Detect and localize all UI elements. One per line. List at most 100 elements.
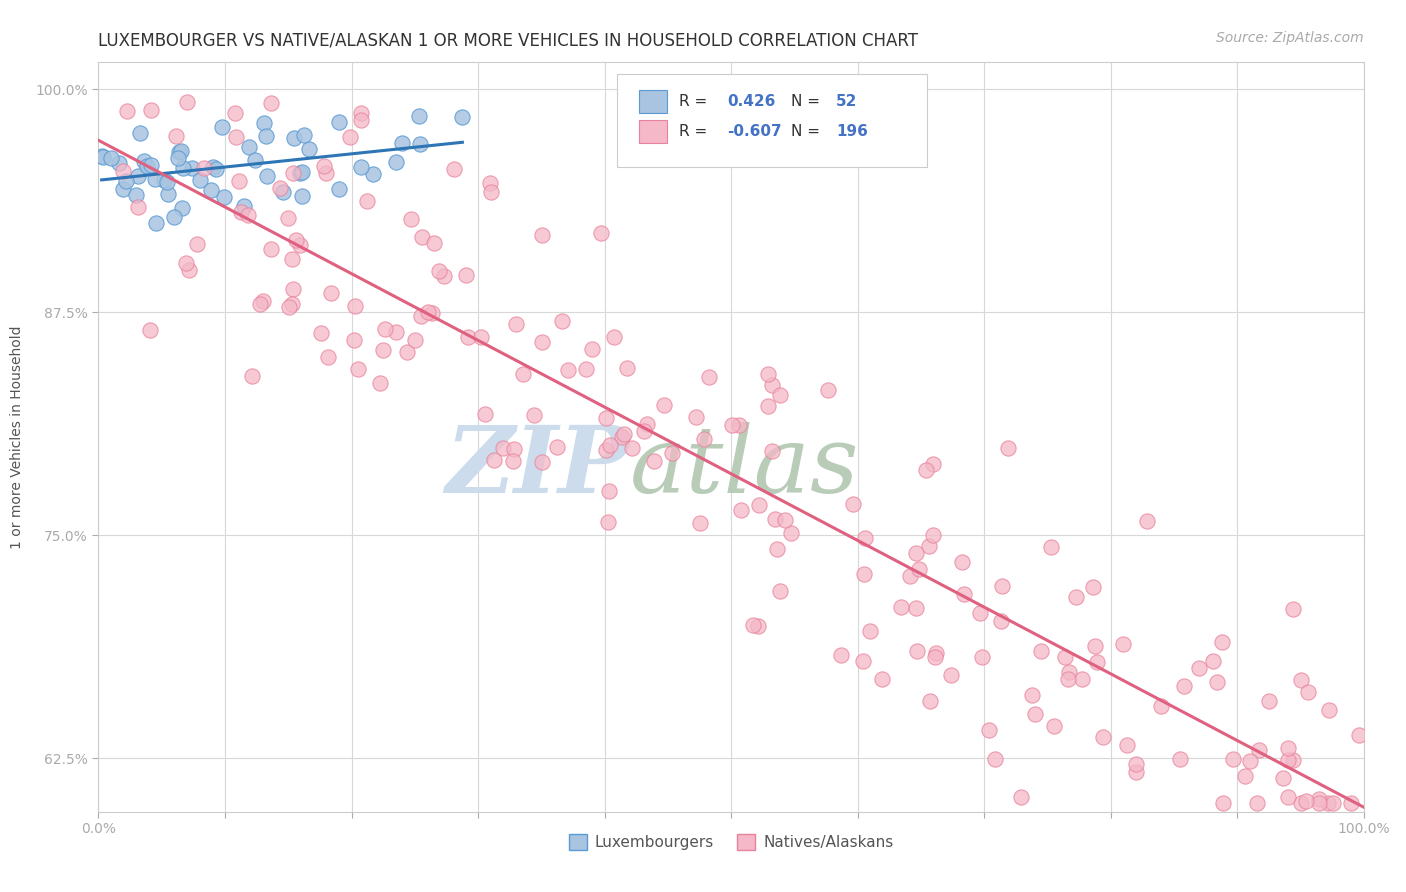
Point bbox=[1308, 791, 1330, 805]
Point bbox=[236, 208, 259, 222]
Point bbox=[404, 333, 426, 347]
Point bbox=[603, 330, 626, 344]
Point bbox=[108, 156, 131, 170]
Point bbox=[969, 606, 991, 620]
Text: N =: N = bbox=[790, 94, 824, 109]
Point bbox=[269, 181, 291, 195]
Point bbox=[595, 443, 617, 458]
Point bbox=[1277, 741, 1299, 756]
Point bbox=[385, 325, 408, 339]
Point bbox=[212, 189, 235, 203]
Point bbox=[620, 442, 643, 456]
Point bbox=[186, 237, 208, 252]
Point bbox=[451, 110, 474, 124]
Point bbox=[643, 454, 665, 468]
Point bbox=[309, 326, 332, 340]
Point bbox=[318, 350, 340, 364]
Point bbox=[1308, 796, 1330, 810]
Point bbox=[479, 185, 502, 199]
Point bbox=[112, 181, 135, 195]
Point bbox=[350, 160, 373, 174]
Point bbox=[312, 159, 335, 173]
Point bbox=[238, 140, 260, 154]
Point bbox=[1282, 601, 1305, 615]
Point bbox=[260, 242, 283, 256]
Point bbox=[225, 130, 247, 145]
Point bbox=[292, 128, 315, 143]
Point bbox=[769, 583, 792, 598]
Point bbox=[727, 417, 749, 432]
Point bbox=[228, 174, 250, 188]
Point bbox=[830, 648, 852, 662]
Point bbox=[1053, 649, 1076, 664]
Point bbox=[756, 399, 779, 413]
Point bbox=[1116, 738, 1139, 752]
Point bbox=[165, 128, 187, 143]
Point bbox=[163, 210, 186, 224]
Point bbox=[842, 497, 865, 511]
Point bbox=[1222, 752, 1244, 766]
Text: 0.426: 0.426 bbox=[727, 94, 776, 109]
Point bbox=[1136, 514, 1159, 528]
Point bbox=[242, 368, 264, 383]
Point bbox=[139, 158, 162, 172]
FancyBboxPatch shape bbox=[638, 90, 666, 112]
Point bbox=[285, 233, 308, 247]
Point bbox=[93, 150, 115, 164]
Text: Source: ZipAtlas.com: Source: ZipAtlas.com bbox=[1216, 31, 1364, 45]
Point bbox=[115, 174, 138, 188]
Point bbox=[474, 407, 496, 421]
Point bbox=[685, 410, 707, 425]
Point bbox=[291, 165, 314, 179]
Point bbox=[172, 202, 194, 216]
Point bbox=[156, 186, 179, 201]
Point bbox=[339, 129, 361, 144]
Point bbox=[661, 446, 683, 460]
Text: N =: N = bbox=[790, 124, 824, 139]
Text: LUXEMBOURGER VS NATIVE/ALASKAN 1 OR MORE VEHICLES IN HOUSEHOLD CORRELATION CHART: LUXEMBOURGER VS NATIVE/ALASKAN 1 OR MORE… bbox=[98, 31, 918, 49]
Point bbox=[1296, 685, 1319, 699]
Text: R =: R = bbox=[679, 94, 713, 109]
Point bbox=[991, 579, 1014, 593]
Point bbox=[721, 417, 744, 432]
Point bbox=[503, 442, 526, 457]
Point bbox=[254, 129, 277, 144]
Point bbox=[922, 528, 945, 542]
Point bbox=[763, 512, 786, 526]
FancyBboxPatch shape bbox=[617, 74, 928, 168]
Point bbox=[1064, 590, 1087, 604]
Point bbox=[765, 541, 787, 556]
Point bbox=[343, 333, 366, 347]
Point bbox=[457, 330, 479, 344]
Point bbox=[328, 182, 350, 196]
Point bbox=[356, 194, 378, 208]
Point bbox=[374, 322, 396, 336]
Point bbox=[1010, 789, 1032, 804]
Point bbox=[132, 154, 155, 169]
Point bbox=[283, 131, 305, 145]
Point bbox=[170, 144, 193, 158]
Point bbox=[952, 587, 974, 601]
Point bbox=[482, 452, 505, 467]
Point bbox=[1340, 796, 1362, 810]
Point bbox=[890, 599, 912, 614]
Point bbox=[167, 145, 190, 159]
Point bbox=[174, 256, 197, 270]
Point bbox=[1188, 661, 1211, 675]
Point bbox=[924, 650, 946, 665]
Point bbox=[742, 618, 765, 632]
Point bbox=[1024, 706, 1046, 721]
Point bbox=[1289, 673, 1312, 687]
Point bbox=[1239, 755, 1261, 769]
Point bbox=[1206, 675, 1229, 690]
Point bbox=[145, 216, 167, 230]
Point bbox=[546, 440, 568, 454]
Point bbox=[277, 300, 299, 314]
Legend: Luxembourgers, Natives/Alaskans: Luxembourgers, Natives/Alaskans bbox=[562, 829, 900, 856]
Point bbox=[970, 650, 993, 665]
Point bbox=[905, 546, 928, 560]
Point bbox=[636, 417, 658, 431]
Point bbox=[456, 268, 478, 283]
Point bbox=[1233, 769, 1256, 783]
Point bbox=[1173, 679, 1195, 693]
